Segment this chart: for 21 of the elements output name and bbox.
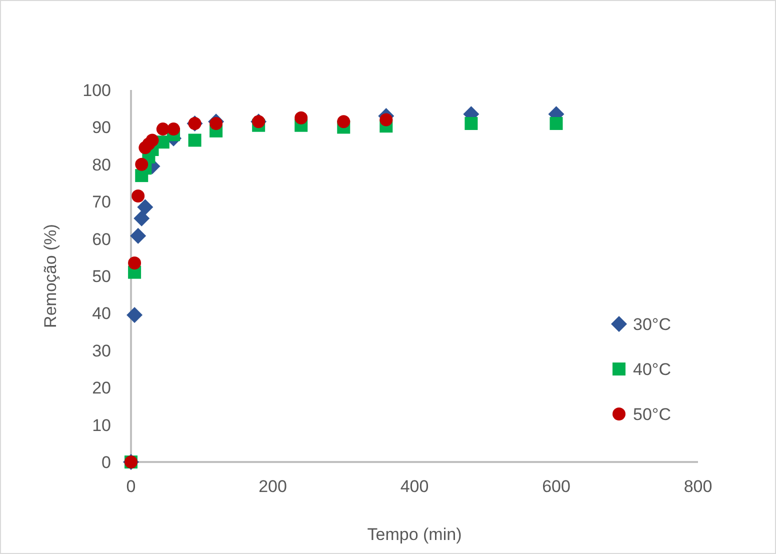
- y-tick-label: 50: [92, 267, 111, 286]
- y-tick-label: 80: [92, 155, 111, 174]
- y-axis-title: Remoção (%): [41, 224, 60, 328]
- y-tick-label: 10: [92, 416, 111, 435]
- y-tick-label: 40: [92, 304, 111, 324]
- y-tick-label: 60: [92, 230, 111, 249]
- y-tick-label: 30: [92, 341, 111, 360]
- y-tick-label: 20: [92, 378, 111, 398]
- x-tick-label: 200: [258, 477, 287, 496]
- x-tick-label: 600: [542, 477, 570, 496]
- x-tick-label: 400: [400, 477, 429, 496]
- x-axis-title: Tempo (min): [367, 525, 462, 544]
- x-tick-label: 0: [126, 477, 136, 496]
- y-tick-label: 70: [92, 192, 111, 212]
- y-tick-label: 90: [92, 118, 111, 138]
- x-tick-label: 800: [684, 477, 712, 496]
- legend-label: 30°C: [633, 315, 671, 334]
- y-tick-label: 0: [102, 453, 111, 472]
- legend-label: 40°C: [633, 360, 671, 379]
- legend-label: 50°C: [633, 405, 671, 424]
- y-tick-label: 100: [82, 81, 111, 100]
